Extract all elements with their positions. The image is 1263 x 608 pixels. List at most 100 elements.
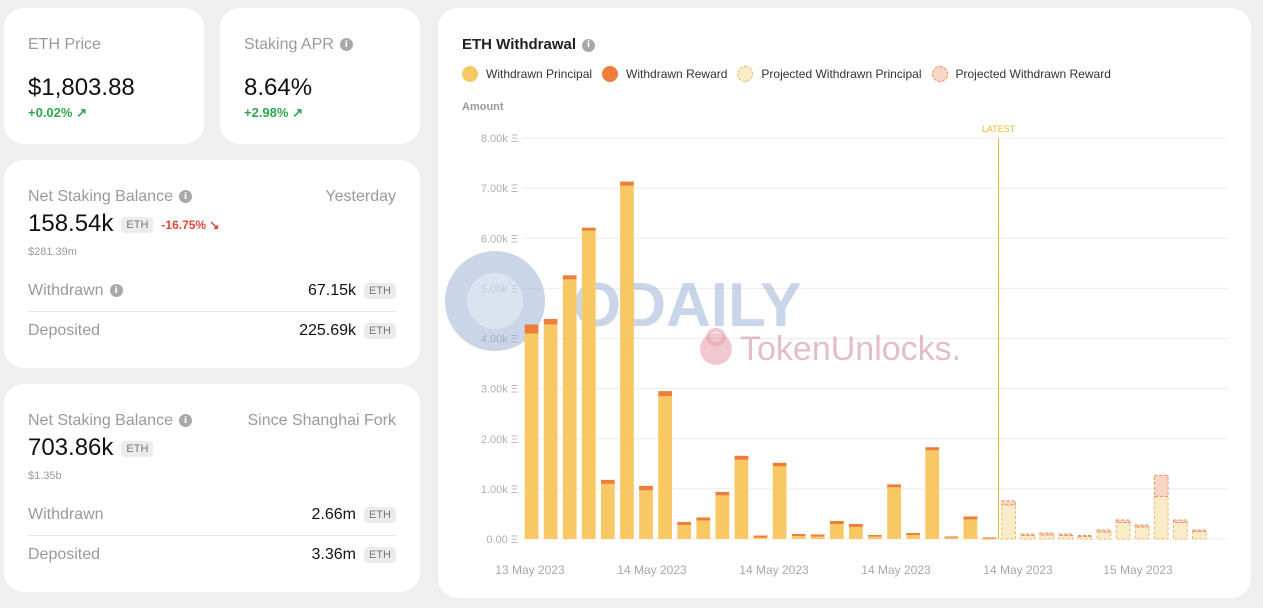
bar-segment-principal[interactable] [562,279,577,539]
bar-segment-projected-reward[interactable] [1039,532,1055,536]
bar-segment-projected-principal[interactable] [1096,531,1112,540]
info-icon[interactable]: i [339,38,353,52]
bar-segment-reward[interactable] [982,537,997,539]
bar-segment-principal[interactable] [524,333,539,539]
bar-segment-reward[interactable] [906,532,921,535]
withdrawn-value: 2.66m ETH [312,506,396,524]
net-staking-amount: 703.86k [28,434,114,461]
withdrawn-label: Withdrawn [28,506,104,523]
bar-segment-reward[interactable] [772,462,787,467]
bar-segment-reward[interactable] [791,533,806,536]
bar-segment-projected-principal[interactable] [1020,534,1036,540]
staking-apr-label-text: Staking APR [244,36,334,53]
legend-item-projected-reward[interactable]: Projected Withdrawn Reward [931,66,1111,82]
bar-segment-principal[interactable] [734,459,749,539]
bar-segment-principal[interactable] [600,483,615,539]
bar-segment-reward[interactable] [887,484,901,488]
deposited-value: 225.69k ETH [299,322,396,340]
bar-segment-reward[interactable] [810,534,825,537]
withdrawn-label-text: Withdrawn [28,282,104,299]
bar-segment-principal[interactable] [639,490,653,539]
legend-item-withdrawn-principal[interactable]: Withdrawn Principal [462,66,592,82]
bar-segment-principal[interactable] [944,537,959,539]
bar-segment-reward[interactable] [524,324,539,334]
bar-segment-projected-principal[interactable] [1115,521,1131,540]
bar-segment-reward[interactable] [658,391,672,397]
bar-segment-reward[interactable] [734,455,749,460]
legend-swatch-principal [462,66,478,82]
bar-segment-reward[interactable] [925,447,940,451]
info-icon[interactable]: i [582,38,596,52]
bar-segment-principal[interactable] [677,524,692,539]
y-tick-label: 7.00k Ξ [481,183,518,195]
bar-segment-reward[interactable] [639,485,653,491]
bar-segment-principal[interactable] [982,538,997,540]
bar-segment-principal[interactable] [887,487,901,539]
bar-segment-principal[interactable] [620,185,634,539]
bar-segment-projected-reward[interactable] [1001,500,1016,506]
bar-segment-principal[interactable] [715,495,730,539]
bar-segment-principal[interactable] [925,450,940,539]
bar-segment-projected-principal[interactable] [1058,534,1074,540]
info-icon[interactable]: i [178,190,192,204]
bar-segment-principal[interactable] [772,466,787,539]
legend-item-projected-principal[interactable]: Projected Withdrawn Principal [737,66,922,82]
net-staking-yesterday-card: Net Staking Balance i Yesterday 158.54k ET… [4,160,420,368]
bar-segment-reward[interactable] [715,491,730,496]
bar-segment-projected-reward[interactable] [1020,533,1036,536]
bar-segment-principal[interactable] [963,519,978,539]
y-tick-label: 0.00 Ξ [486,534,518,546]
bar-segment-reward[interactable] [829,520,844,524]
info-icon[interactable]: i [178,414,192,428]
bar-segment-reward[interactable] [543,318,558,325]
net-staking-amount: 158.54k [28,210,114,237]
bar-segment-principal[interactable] [658,396,672,539]
bar-segment-reward[interactable] [963,516,978,520]
bar-segment-projected-principal[interactable] [1153,495,1169,540]
bar-segment-reward[interactable] [581,227,596,231]
bar-segment-projected-reward[interactable] [1058,533,1074,536]
bar-segment-principal[interactable] [791,535,806,539]
bar-segment-projected-reward[interactable] [1172,519,1188,523]
bar-segment-projected-principal[interactable] [1039,534,1055,540]
withdrawn-amount: 67.15k [307,282,356,299]
bar-segment-projected-reward[interactable] [1077,534,1093,537]
bar-segment-reward[interactable] [620,181,634,186]
bar-segment-projected-reward[interactable] [1134,524,1150,528]
bar-segment-projected-reward[interactable] [1153,474,1169,497]
net-staking-value: 703.86k ETH [28,434,154,462]
bar-segment-principal[interactable] [868,536,882,539]
bar-segment-principal[interactable] [543,324,558,539]
bar-segment-reward[interactable] [696,517,711,521]
odaily-logo-inner [467,273,523,329]
bar-segment-projected-reward[interactable] [1192,529,1207,532]
bar-segment-reward[interactable] [868,534,882,537]
bar-segment-projected-principal[interactable] [1001,504,1016,540]
bar-segment-principal[interactable] [753,537,768,539]
bar-segment-reward[interactable] [753,535,768,538]
bar-segment-reward[interactable] [849,523,863,527]
bar-segment-reward[interactable] [677,521,692,525]
bar-segment-projected-reward[interactable] [1115,519,1131,523]
bar-segment-projected-principal[interactable] [1172,521,1188,540]
withdrawn-row: Withdrawn 2.66m ETH [28,506,396,524]
bar-segment-principal[interactable] [696,520,711,539]
withdrawn-label: Withdrawn i [28,282,123,300]
x-tick-label: 14 May 2023 [617,563,687,577]
bar-segment-principal[interactable] [829,523,844,539]
legend-item-withdrawn-reward[interactable]: Withdrawn Reward [602,66,727,82]
bar-segment-reward[interactable] [600,479,615,484]
bar-segment-reward[interactable] [944,536,959,538]
bar-segment-principal[interactable] [581,230,596,539]
bar-segment-principal[interactable] [906,534,921,539]
bar-segment-projected-reward[interactable] [1096,529,1112,533]
net-staking-title-text: Net Staking Balance [28,412,173,429]
bar-segment-projected-principal[interactable] [1192,530,1207,540]
net-staking-usd: $1.35b [28,470,62,482]
bar-segment-principal[interactable] [810,536,825,539]
eth-unit-chip: ETH [364,282,396,299]
bar-segment-reward[interactable] [562,275,577,280]
info-icon[interactable]: i [109,284,123,298]
bar-segment-principal[interactable] [849,526,863,539]
bar-segment-projected-principal[interactable] [1134,526,1150,540]
